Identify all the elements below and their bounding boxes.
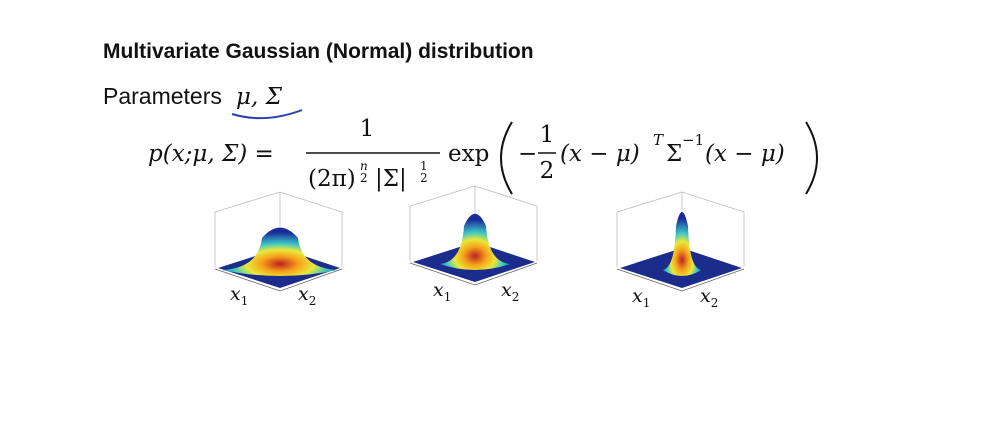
hump [222,227,338,276]
title: Multivariate Gaussian (Normal) distribut… [103,40,534,63]
axis-var: x [298,283,309,305]
floor-edge [214,268,343,292]
hump [662,212,702,276]
sigma: Σ [666,141,682,167]
axis-label: x2 [700,285,718,310]
axis-label: x2 [501,279,519,304]
floor-edge [616,268,745,292]
surface-plot: x1 x2 [409,185,538,304]
axis-sub: 2 [711,296,719,310]
parameters-symbols: μ, Σ [236,84,283,110]
plots: x1 x2 x1 x2 x1 x2 [214,185,745,310]
axis-label: x1 [433,279,451,304]
floor-edge [409,262,538,286]
den-exp: 2 [420,171,428,185]
den-base: (2π) [308,166,356,192]
axis-var: x [230,283,241,305]
exp: exp [448,141,489,167]
parameters-label: Parameters [103,83,222,109]
axis-label: x1 [632,285,650,310]
hump [439,213,511,270]
underline [231,109,303,120]
den-exp: 2 [360,171,368,185]
axis-sub: 2 [309,294,317,308]
term: (x − μ) [560,141,640,167]
den-exp: 1 [420,159,428,173]
formula: p(x;μ, Σ) = 1 (2π) n 2 |Σ| 1 2 exp − 1 2… [148,116,818,195]
axis-sub: 1 [643,296,651,310]
numerator: 1 [360,116,375,142]
half-den: 2 [540,158,555,184]
sup: −1 [682,131,704,149]
axis-label: x1 [230,283,248,308]
axis-var: x [433,279,444,301]
surface-plot: x1 x2 [214,191,343,308]
den-exp: n [360,159,368,173]
axis-var: x [501,279,512,301]
term: (x − μ) [705,141,785,167]
axis-var: x [700,285,711,307]
axis-label: x2 [298,283,316,308]
half-num: 1 [540,122,555,148]
axis-sub: 2 [512,290,520,304]
axis-sub: 1 [444,290,452,304]
paren [500,121,513,195]
axis-sub: 1 [241,294,249,308]
axis-var: x [632,285,643,307]
formula-lhs: p(x;μ, Σ) = [148,141,274,167]
den-base: |Σ| [375,166,407,192]
minus: − [518,141,537,167]
paren [805,121,818,195]
sup: T [653,131,664,149]
surface-plot: x1 x2 [616,191,745,310]
